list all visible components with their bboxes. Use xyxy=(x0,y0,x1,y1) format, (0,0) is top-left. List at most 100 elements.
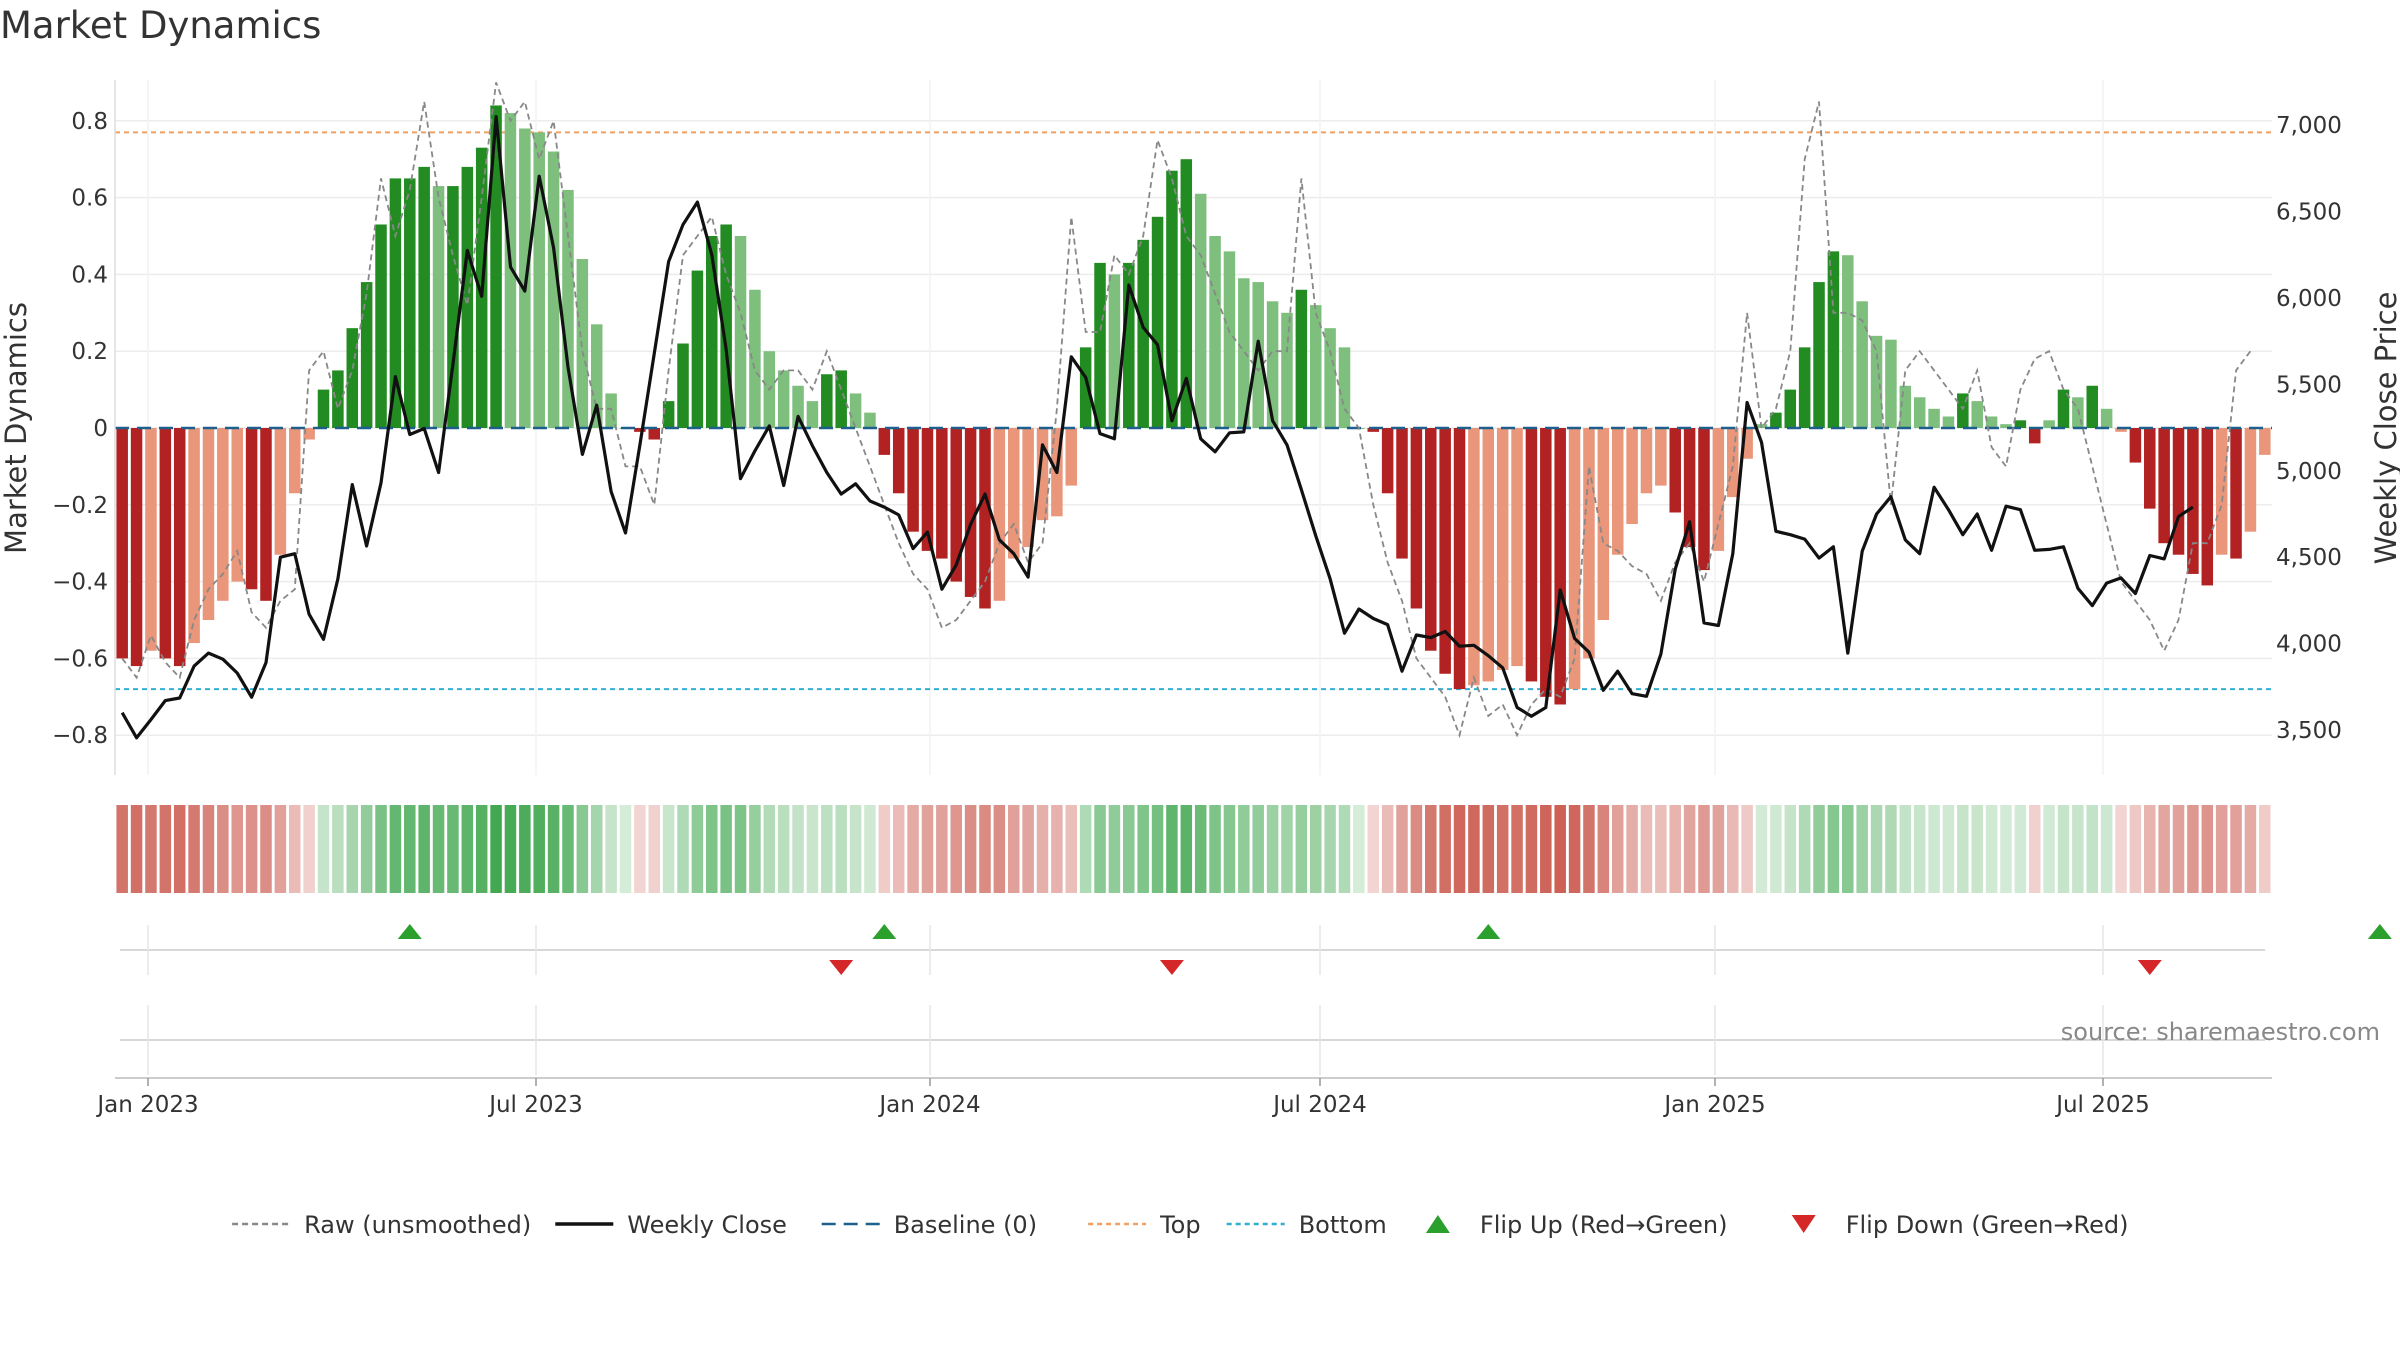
regime-cell xyxy=(835,805,847,893)
regime-cell xyxy=(1770,805,1782,893)
regime-cell xyxy=(1784,805,1797,893)
regime-cell xyxy=(1036,805,1049,893)
regime-cell xyxy=(1554,805,1566,893)
regime-cell xyxy=(332,805,344,893)
dynamics-bar xyxy=(1410,428,1423,609)
regime-cell xyxy=(2014,805,2027,893)
dynamics-bar xyxy=(2187,428,2199,574)
regime-cell xyxy=(1655,805,1667,893)
regime-cell xyxy=(519,805,531,893)
regime-cell xyxy=(921,805,934,893)
dynamics-bar xyxy=(1496,428,1509,670)
dynamics-bar xyxy=(806,401,819,428)
dynamics-bar xyxy=(950,428,962,582)
x-tick-label: Jan 2025 xyxy=(1662,1092,1765,1118)
source-annotation: source: sharemaestro.com xyxy=(2061,1018,2380,1046)
dynamics-bar xyxy=(1223,251,1236,428)
dynamics-bar xyxy=(1741,428,1753,459)
y-axis-label: Market Dynamics xyxy=(0,302,33,554)
dynamics-bar xyxy=(274,428,287,555)
flip-down-marker xyxy=(829,960,854,975)
regime-cell xyxy=(1899,805,1912,893)
regime-cell xyxy=(1007,805,1020,893)
regime-cell xyxy=(1597,805,1610,893)
dynamics-bar xyxy=(2201,428,2214,586)
dynamics-bar xyxy=(1942,416,1955,428)
regime-cell xyxy=(763,805,776,893)
regime-cell xyxy=(404,805,416,893)
dynamics-bar xyxy=(2244,428,2257,532)
y2-tick-label: 3,500 xyxy=(2276,718,2342,744)
regime-cell xyxy=(979,805,991,893)
regime-cell xyxy=(1640,805,1653,893)
regime-cell xyxy=(274,805,287,893)
regime-cell xyxy=(1511,805,1523,893)
dynamics-bar xyxy=(1842,255,1854,428)
x-tick-label: Jul 2025 xyxy=(2054,1092,2150,1118)
dynamics-bar xyxy=(849,393,862,428)
flip-up-marker xyxy=(397,924,422,939)
regime-cell xyxy=(375,805,387,893)
y2-tick-label: 5,500 xyxy=(2276,372,2342,398)
dynamics-bar xyxy=(130,428,143,667)
dynamics-bar xyxy=(2172,428,2185,555)
regime-cell xyxy=(1123,805,1135,893)
dynamics-bar xyxy=(2086,385,2099,428)
regime-cell xyxy=(2057,805,2070,893)
dynamics-bar xyxy=(1367,428,1380,432)
regime-cell xyxy=(231,805,243,893)
dynamics-bar xyxy=(1957,393,1969,428)
regime-cell xyxy=(2129,805,2142,893)
dynamics-bar xyxy=(1238,278,1250,428)
dynamics-bar xyxy=(504,113,517,429)
dynamics-bar xyxy=(245,428,258,590)
regime-cell xyxy=(547,805,560,893)
legend-label: Flip Up (Red→Green) xyxy=(1480,1211,1728,1239)
regime-cell xyxy=(1583,805,1595,893)
regime-cell xyxy=(1094,805,1106,893)
dynamics-bar xyxy=(418,166,430,428)
dynamics-bar xyxy=(1511,428,1523,667)
dynamics-bar xyxy=(1611,428,1624,555)
legend-flip-up-icon xyxy=(1425,1215,1450,1233)
regime-cell xyxy=(490,805,502,893)
regime-cell xyxy=(691,805,704,893)
dynamics-bar xyxy=(1036,428,1049,521)
dynamics-bar xyxy=(677,343,689,428)
dynamics-bar xyxy=(1079,347,1092,428)
raw-series-line xyxy=(121,82,2252,739)
legend-item: Baseline (0) xyxy=(821,1211,1037,1239)
dynamics-bar xyxy=(1108,274,1121,428)
regime-cell xyxy=(2215,805,2228,893)
regime-cell xyxy=(2201,805,2214,893)
dynamics-bar xyxy=(1798,347,1811,428)
dynamics-bar xyxy=(1813,282,1825,428)
x-tick-label: Jul 2024 xyxy=(1271,1092,1367,1118)
dynamics-bar xyxy=(547,151,560,428)
dynamics-bar xyxy=(1453,428,1466,690)
dynamics-bar xyxy=(821,374,833,428)
dynamics-bar xyxy=(993,428,1006,601)
regime-cell xyxy=(217,805,229,893)
dynamics-bar xyxy=(1439,428,1451,674)
dynamics-bar xyxy=(1784,389,1797,428)
dynamics-bar xyxy=(734,236,747,428)
dynamics-bar xyxy=(1525,428,1538,682)
y-tick-label: 0.6 xyxy=(71,186,108,212)
dynamics-bar xyxy=(1770,412,1782,428)
dynamics-bar xyxy=(346,328,359,428)
regime-cell xyxy=(116,805,128,893)
regime-cell xyxy=(734,805,747,893)
dynamics-bar xyxy=(1899,385,1912,428)
regime-cell xyxy=(849,805,862,893)
regime-cell xyxy=(2086,805,2099,893)
dynamics-bar xyxy=(1151,216,1164,428)
dynamics-bar xyxy=(1985,416,1998,428)
regime-cell xyxy=(2158,805,2170,893)
regime-cell xyxy=(1151,805,1164,893)
dynamics-bar xyxy=(375,224,387,428)
dynamics-bar xyxy=(1928,408,1940,428)
weekly-close-line xyxy=(120,115,2194,740)
regime-cell xyxy=(1453,805,1466,893)
